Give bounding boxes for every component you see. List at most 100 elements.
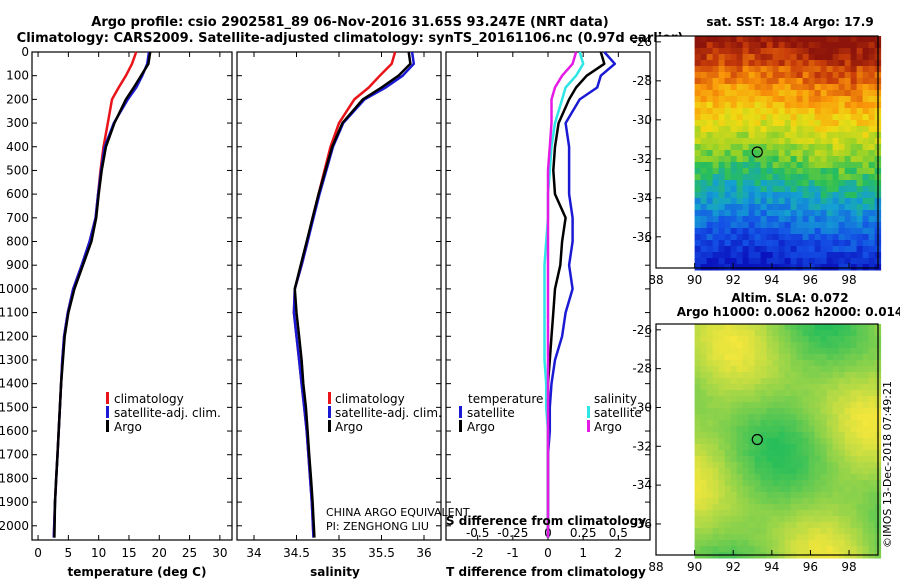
map-cell (844, 216, 852, 223)
map-cell (754, 210, 762, 217)
map-cell (790, 486, 798, 493)
map-cell (760, 402, 768, 409)
map-cell (868, 66, 876, 73)
map-cell (844, 426, 852, 433)
map-cell (844, 492, 852, 499)
map-cell (760, 48, 768, 55)
map-cell (838, 126, 846, 133)
map-cell (712, 192, 720, 199)
map-cell (742, 258, 750, 265)
map-cell (724, 492, 732, 499)
map-cell (694, 324, 702, 331)
map-cell (718, 126, 726, 133)
map-cell (742, 264, 750, 271)
header-line1: Argo profile: csio 2902581_89 06-Nov-201… (91, 15, 608, 30)
map-cell (856, 204, 864, 211)
map-cell (796, 330, 804, 337)
map-cell (868, 162, 876, 169)
map-cell (784, 48, 792, 55)
map-cell (856, 372, 864, 379)
map-cell (736, 534, 744, 541)
map-cell (778, 390, 786, 397)
map-cell (814, 330, 822, 337)
map-cell (736, 372, 744, 379)
map-cell (748, 396, 756, 403)
map-cell (850, 192, 858, 199)
map-cell (742, 66, 750, 73)
map-cell (736, 162, 744, 169)
map-cell (826, 396, 834, 403)
map-cell (850, 204, 858, 211)
map-cell (838, 138, 846, 145)
map-cell (850, 426, 858, 433)
map-cell (718, 432, 726, 439)
map-cell (718, 192, 726, 199)
map-cell (808, 84, 816, 91)
map-cell (700, 486, 708, 493)
map-cell (700, 156, 708, 163)
map-cell (712, 360, 720, 367)
map-cell (772, 420, 780, 427)
map-cell (808, 246, 816, 253)
map-cell (844, 510, 852, 517)
map-cell (736, 390, 744, 397)
map-cell (736, 186, 744, 193)
map-cell (742, 480, 750, 487)
map-cell (694, 336, 702, 343)
map-cell (808, 252, 816, 259)
map-cell (754, 510, 762, 517)
map-cell (748, 378, 756, 385)
map-cell (868, 144, 876, 151)
map-cell (802, 162, 810, 169)
map-cell (718, 78, 726, 85)
map-cell (844, 246, 852, 253)
map-cell (712, 342, 720, 349)
map-cell (784, 408, 792, 415)
map-cell (766, 450, 774, 457)
map-cell (778, 444, 786, 451)
map-cell (748, 516, 756, 523)
map-cell (868, 240, 876, 247)
map-cell (784, 438, 792, 445)
map-cell (802, 366, 810, 373)
map-cell (712, 492, 720, 499)
map-cell (772, 348, 780, 355)
legend-swatch-argo (106, 420, 109, 432)
map-cell (844, 474, 852, 481)
map-cell (778, 240, 786, 247)
map-cell (754, 114, 762, 121)
map-cell (706, 78, 714, 85)
lon-tick-label: 96 (803, 273, 818, 287)
map-cell (802, 168, 810, 175)
map-cell (718, 342, 726, 349)
map-cell (814, 534, 822, 541)
map-cell (706, 522, 714, 529)
map-cell (868, 498, 876, 505)
map-cell (700, 396, 708, 403)
map-cell (856, 330, 864, 337)
map-cell (796, 240, 804, 247)
map-cell (730, 330, 738, 337)
map-cell (862, 204, 870, 211)
map-cell (772, 426, 780, 433)
map-cell (736, 138, 744, 145)
map-cell (754, 156, 762, 163)
map-cell (856, 156, 864, 163)
map-cell (748, 462, 756, 469)
map-cell (802, 90, 810, 97)
map-cell (820, 96, 828, 103)
map-cell (694, 354, 702, 361)
map-cell (832, 174, 840, 181)
map-cell (718, 168, 726, 175)
map-cell (712, 522, 720, 529)
map-cell (814, 48, 822, 55)
map-cell (802, 498, 810, 505)
map-cell (772, 234, 780, 241)
map-cell (700, 384, 708, 391)
map-cell (772, 198, 780, 205)
map-cell (724, 522, 732, 529)
map-cell (730, 372, 738, 379)
map-cell (862, 498, 870, 505)
map-cell (856, 522, 864, 529)
map-cell (826, 480, 834, 487)
